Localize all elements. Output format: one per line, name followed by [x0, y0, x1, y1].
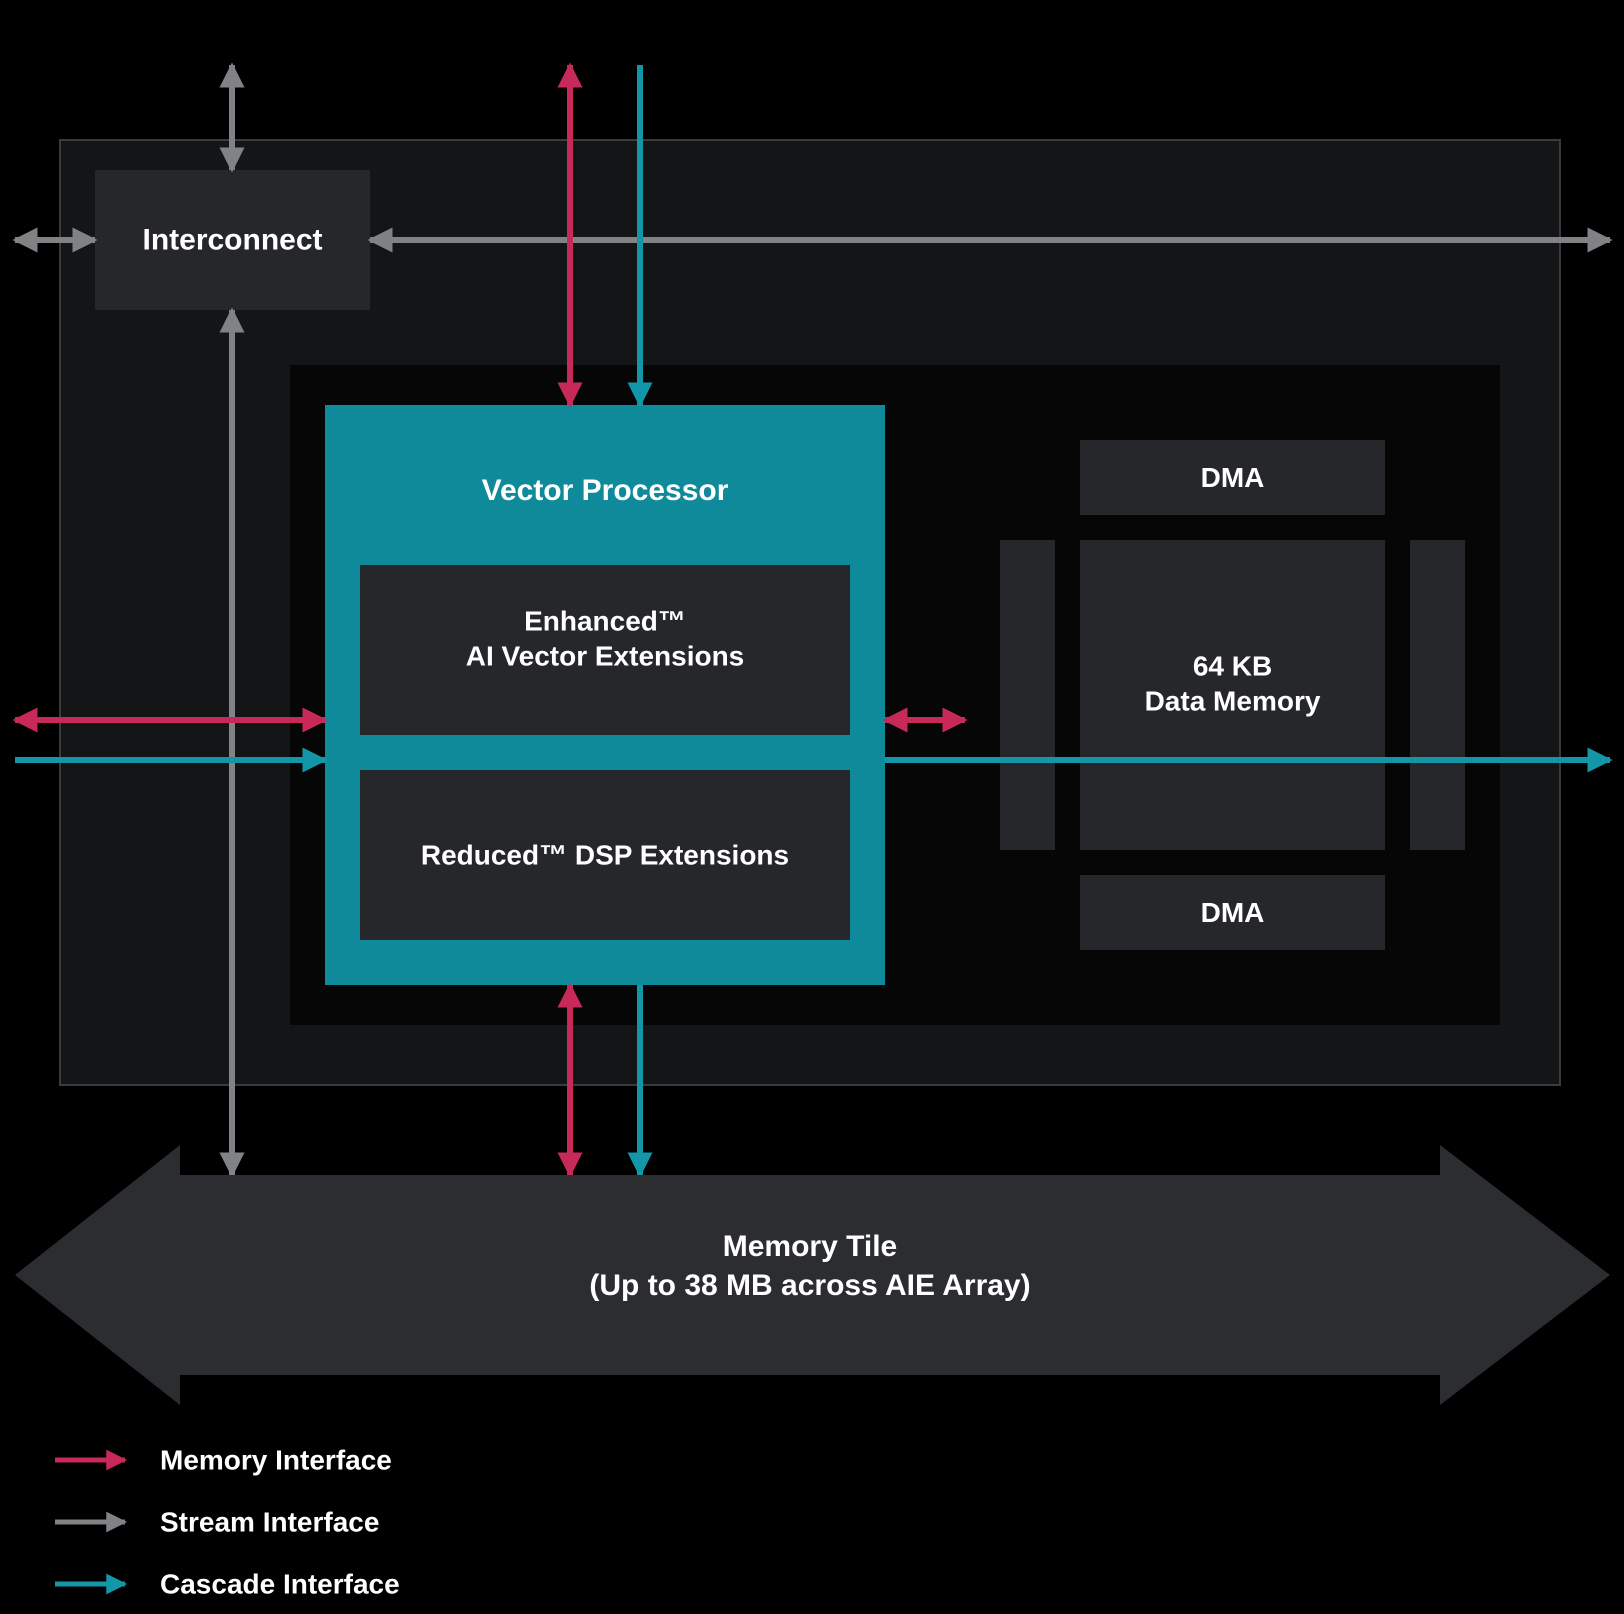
dma-top-label: DMA: [1201, 462, 1265, 493]
legend-label: Cascade Interface: [160, 1569, 400, 1600]
dma-bottom-label: DMA: [1201, 897, 1265, 928]
legend-label: Stream Interface: [160, 1507, 379, 1538]
vector-processor-title: Vector Processor: [482, 474, 729, 507]
mem-sidebar-left: [1000, 540, 1055, 850]
legend-label: Memory Interface: [160, 1445, 392, 1476]
interconnect-label: Interconnect: [142, 224, 322, 257]
mem-sidebar-right: [1410, 540, 1465, 850]
dsp-ext-label: Reduced™ DSP Extensions: [421, 840, 789, 871]
